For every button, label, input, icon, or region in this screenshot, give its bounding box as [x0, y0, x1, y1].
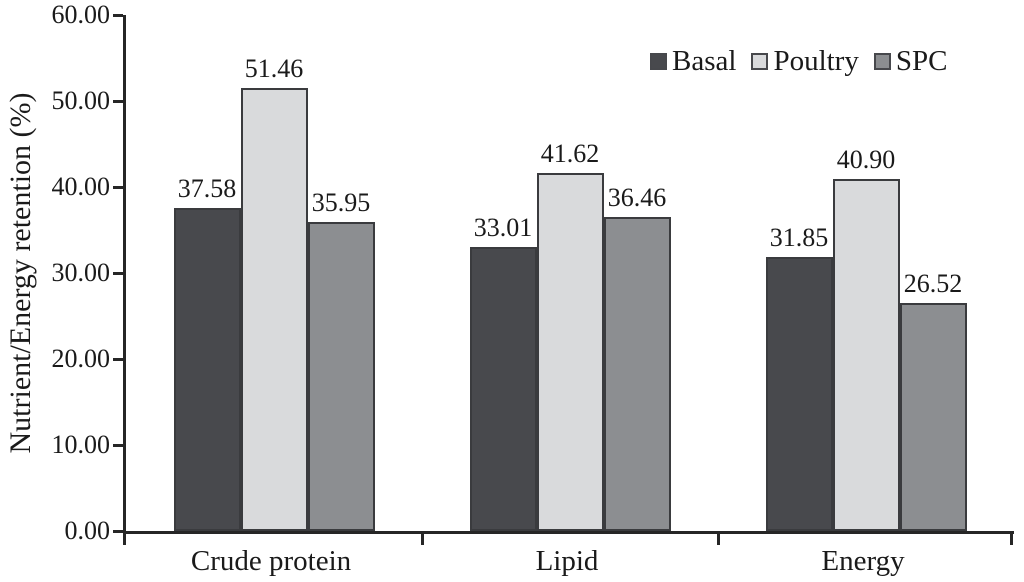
y-axis-tick [113, 99, 123, 103]
bar-spc-crude-protein [307, 221, 375, 531]
bar-value-label: 51.46 [244, 54, 304, 84]
bar-spc-lipid [603, 217, 671, 531]
y-axis-tick-label: 50.00 [51, 86, 111, 115]
bar-poultry-energy [832, 179, 900, 531]
legend-swatch-poultry [751, 52, 769, 70]
y-axis-tick-label: 0.00 [64, 516, 111, 545]
bar-basal-lipid [469, 247, 537, 531]
legend-item-basal: Basal [650, 46, 736, 76]
x-axis-tick [420, 534, 424, 545]
bar-value-label: 26.52 [903, 268, 963, 298]
plot-area: 60.00 50.00 40.00 30.00 20.00 10.00 0.00 37.58 5… [52, 0, 1014, 545]
y-axis-tick [113, 529, 123, 533]
bar-basal-crude-protein [173, 207, 241, 531]
y-axis-tick [113, 13, 123, 17]
bar-value-label: 31.85 [769, 223, 829, 253]
bar-value-label: 37.58 [177, 173, 237, 203]
legend-label: SPC [895, 45, 948, 77]
legend-item-poultry: Poultry [751, 45, 859, 77]
legend-label: Basal [672, 45, 737, 77]
y-axis-tick [113, 443, 123, 447]
legend-item-spc: SPC [873, 45, 948, 77]
x-axis-tick [1009, 534, 1013, 545]
bar-value-label: 35.95 [311, 187, 371, 217]
y-axis-tick-label: 10.00 [51, 430, 111, 459]
y-axis-tick [113, 185, 123, 189]
x-axis-tick [123, 534, 126, 545]
bar-poultry-crude-protein [240, 88, 308, 531]
bar-spc-energy [899, 302, 967, 531]
bar-value-label: 41.62 [540, 139, 600, 169]
bar-basal-energy [765, 257, 833, 531]
x-axis-category-label: Energy [821, 545, 905, 577]
x-axis-category-label: Lipid [535, 545, 599, 577]
bar-value-label: 33.01 [473, 213, 533, 243]
legend: Basal Poultry SPC [650, 46, 947, 76]
bar-value-label: 36.46 [607, 183, 667, 213]
y-axis-tick [113, 357, 123, 361]
y-axis-tick-label: 20.00 [51, 344, 111, 373]
bar-poultry-lipid [536, 173, 604, 531]
x-axis-tick [716, 534, 720, 545]
y-axis-tick-label: 40.00 [51, 172, 111, 201]
y-axis-tick [113, 271, 123, 275]
legend-swatch-basal [650, 52, 667, 70]
x-axis-category-label: Crude protein [190, 545, 352, 577]
x-axis-labels: Crude protein Lipid Energy [123, 545, 1011, 577]
legend-label: Poultry [773, 45, 859, 77]
legend-swatch-spc [873, 52, 891, 70]
y-axis-tick-label: 30.00 [51, 258, 111, 287]
bar-value-label: 40.90 [836, 145, 896, 175]
y-axis-tick-label: 60.00 [51, 0, 111, 29]
